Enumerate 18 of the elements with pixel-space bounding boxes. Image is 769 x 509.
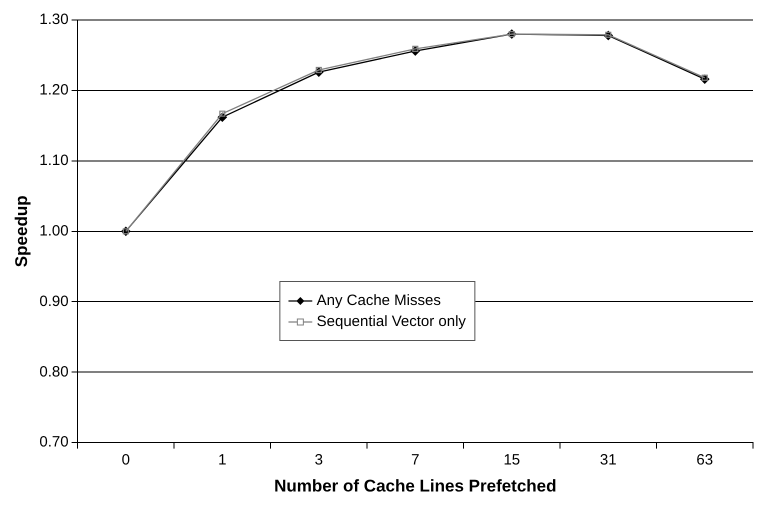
y-tick-label: 1.20 — [39, 82, 69, 99]
x-tick-label: 3 — [314, 452, 323, 469]
y-tick-label: 0.80 — [39, 363, 69, 380]
x-tick-label: 7 — [411, 452, 420, 469]
x-tick-label: 63 — [696, 452, 714, 469]
y-tick-label: 0.70 — [39, 434, 69, 451]
legend-label: Sequential Vector only — [316, 313, 466, 330]
x-tick-label: 0 — [122, 452, 130, 469]
y-tick-label: 0.90 — [39, 292, 69, 310]
x-tick-label: 1 — [218, 452, 226, 469]
x-tick-label: 15 — [503, 452, 520, 469]
y-tick-label: 1.10 — [39, 152, 69, 170]
legend-label: Any Cache Misses — [316, 292, 441, 310]
y-tick-label: 1.00 — [39, 222, 69, 240]
y-tick-label: 1.30 — [39, 11, 69, 28]
y-axis-title: Speedup — [12, 195, 31, 268]
x-axis-title: Number of Cache Lines Prefetched — [274, 476, 557, 496]
x-tick-label: 31 — [600, 452, 617, 469]
